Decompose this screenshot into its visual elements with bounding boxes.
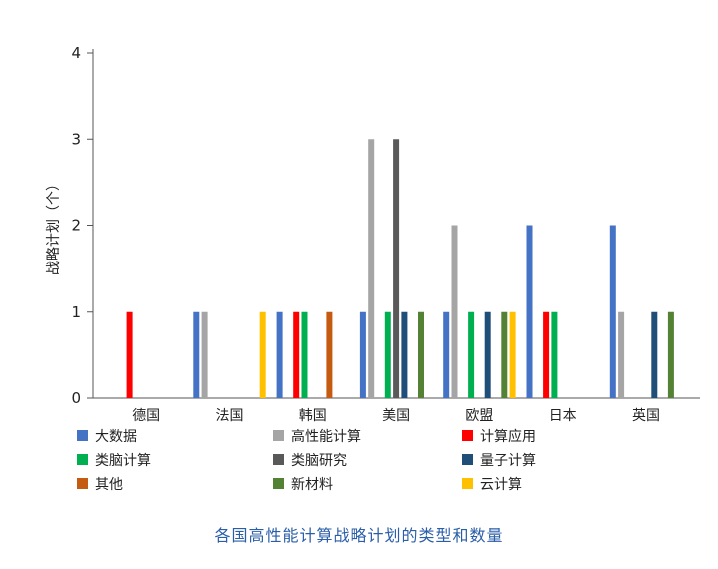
bar [126,311,133,398]
legend-label: 高性能计算 [291,428,361,445]
bar [301,311,308,398]
legend-swatch [462,478,473,489]
x-category-label: 韩国 [299,408,327,424]
bar [368,139,375,398]
x-category-label: 德国 [132,408,160,424]
bar [384,311,391,398]
bar [618,311,625,398]
x-category-label: 日本 [549,408,577,424]
legend-label: 其他 [95,477,123,493]
bar [451,225,458,398]
legend-swatch [462,430,473,441]
legend-swatch [273,478,284,489]
bar [509,311,516,398]
legend-swatch [77,478,88,489]
bar [667,311,674,398]
figure-caption: 各国高性能计算战略计划的类型和数量 [214,526,504,545]
legend-label: 新材料 [291,477,333,493]
y-tick-label: 1 [71,303,81,321]
bar [484,311,491,398]
bar [526,225,533,398]
bar [401,311,408,398]
y-tick-label: 3 [71,130,81,148]
bar [651,311,658,398]
legend-label: 计算应用 [480,428,536,445]
x-category-label: 美国 [382,408,410,424]
bar [543,311,550,398]
x-category-label: 欧盟 [465,408,493,424]
legend-swatch [273,454,284,465]
y-axis-label: 战略计划（个） [46,177,62,275]
legend-label: 类脑计算 [95,453,151,469]
bar [443,311,450,398]
y-tick-label: 4 [71,44,81,62]
bar [293,311,300,398]
legend-label: 大数据 [95,429,137,445]
legend-label: 量子计算 [480,453,536,469]
bar [609,225,616,398]
bar [326,311,333,398]
legend-swatch [273,430,284,441]
legend-swatch [77,454,88,465]
legend-label: 类脑研究 [291,453,347,469]
axes: 0 1 2 3 4 德国 法国 韩国 美国 欧盟 日本 英国 [71,44,700,424]
bar [393,139,400,398]
bar [468,311,475,398]
bars [126,139,674,398]
y-tick-label: 2 [71,217,81,235]
x-category-label: 法国 [216,408,244,424]
bar [418,311,424,398]
bar [193,311,200,398]
legend-swatch [77,430,88,441]
legend-label: 云计算 [480,477,522,493]
bar [276,311,283,398]
y-tick-label: 0 [71,389,81,407]
bar [359,311,366,398]
bar [501,311,508,398]
x-category-label: 英国 [632,407,660,424]
bar [551,311,558,398]
bar [201,311,208,398]
bar [259,311,266,398]
legend-swatch [462,454,473,465]
